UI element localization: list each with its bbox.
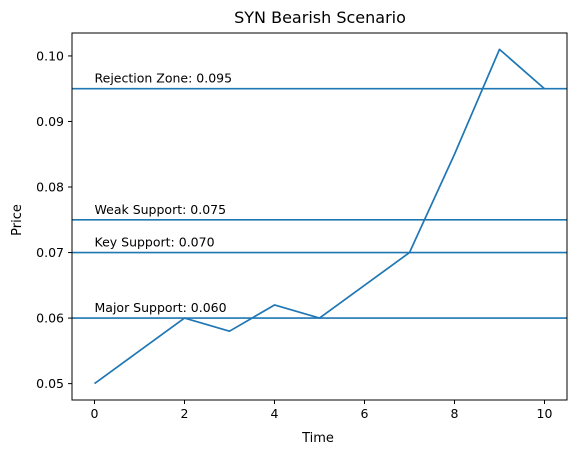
- hline-label-1: Weak Support: 0.075: [95, 202, 227, 217]
- y-tick-label-1: 0.06: [36, 311, 64, 326]
- y-axis-label: Price: [10, 204, 25, 236]
- y-tick-label-4: 0.09: [36, 114, 64, 129]
- x-axis-label: Time: [301, 431, 334, 446]
- y-tick-label-2: 0.07: [36, 245, 64, 260]
- hline-label-3: Major Support: 0.060: [95, 300, 227, 315]
- y-tick-label-5: 0.10: [36, 48, 64, 63]
- x-tick-label-2: 4: [271, 406, 279, 421]
- x-tick-label-0: 0: [91, 406, 99, 421]
- x-tick-label-5: 10: [537, 406, 553, 421]
- x-tick-label-3: 6: [361, 406, 369, 421]
- hline-label-2: Key Support: 0.070: [95, 235, 215, 250]
- y-tick-label-0: 0.05: [36, 376, 64, 391]
- x-tick-label-4: 8: [451, 406, 459, 421]
- plot-area: Rejection Zone: 0.095 Weak Support: 0.075…: [36, 32, 568, 421]
- chart-title: SYN Bearish Scenario: [234, 8, 406, 27]
- x-tick-label-1: 2: [181, 406, 189, 421]
- hline-label-0: Rejection Zone: 0.095: [95, 71, 233, 86]
- plot-frame: [71, 32, 568, 401]
- y-tick-label-3: 0.08: [36, 180, 64, 195]
